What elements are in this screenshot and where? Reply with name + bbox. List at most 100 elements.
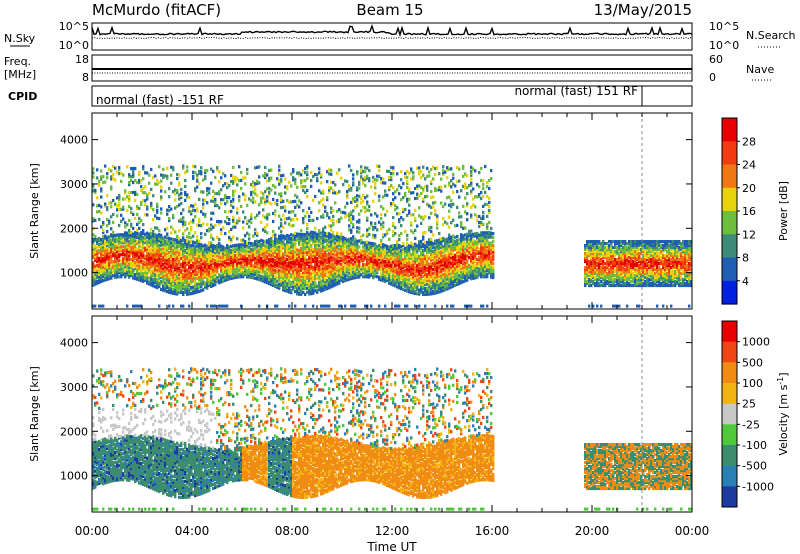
heatmap-cell	[340, 244, 343, 248]
heatmap-cell	[354, 258, 357, 262]
heatmap-cell	[164, 249, 167, 253]
heatmap-cell	[190, 288, 193, 292]
heatmap-cell	[232, 205, 235, 209]
heatmap-cell	[236, 247, 239, 251]
heatmap-cell	[332, 252, 335, 256]
heatmap-cell	[296, 278, 299, 282]
heatmap-cell	[144, 234, 147, 238]
heatmap-cell	[278, 260, 281, 264]
heatmap-cell	[124, 225, 127, 229]
heatmap-cell	[336, 278, 339, 282]
heatmap-cell	[204, 267, 207, 271]
heatmap-cell	[388, 281, 391, 285]
heatmap-cell	[136, 269, 139, 273]
heatmap-cell	[214, 261, 217, 265]
heatmap-cell	[192, 164, 195, 168]
heatmap-cell	[136, 192, 139, 196]
heatmap-cell	[216, 276, 219, 280]
heatmap-cell	[144, 246, 147, 250]
heatmap-cell	[234, 255, 237, 260]
heatmap-cell	[302, 248, 305, 253]
heatmap-cell	[248, 233, 251, 237]
heatmap-cell	[394, 260, 397, 264]
heatmap-cell	[340, 210, 343, 214]
heatmap-cell	[110, 254, 113, 258]
heatmap-cell	[392, 251, 395, 255]
heatmap-cell	[118, 235, 121, 239]
heatmap-cell	[92, 203, 95, 207]
heatmap-cell	[120, 179, 123, 183]
heatmap-cell	[206, 274, 209, 278]
heatmap-cell	[376, 174, 379, 178]
heatmap-cell	[144, 232, 147, 236]
heatmap-cell	[196, 235, 199, 239]
heatmap-cell	[354, 205, 357, 209]
heatmap-cell	[306, 226, 309, 230]
heatmap-cell	[404, 276, 407, 280]
heatmap-cell	[134, 255, 137, 259]
heatmap-cell	[250, 243, 253, 248]
heatmap-cell	[342, 247, 345, 252]
heatmap-cell	[284, 271, 287, 275]
heatmap-cell	[356, 257, 359, 261]
heatmap-cell	[156, 236, 159, 240]
heatmap-cell	[118, 204, 121, 208]
heatmap-cell	[170, 245, 173, 249]
heatmap-cell	[280, 178, 283, 182]
heatmap-cell	[396, 257, 399, 261]
heatmap-cell	[96, 253, 99, 257]
heatmap-cell	[206, 256, 209, 260]
heatmap-cell	[172, 166, 175, 170]
heatmap-cell	[350, 220, 353, 224]
heatmap-cell	[278, 248, 281, 252]
heatmap-cell	[280, 218, 283, 222]
heatmap-cell	[350, 228, 353, 232]
heatmap-cell	[130, 222, 133, 226]
heatmap-cell	[424, 288, 427, 292]
heatmap-cell	[150, 243, 153, 247]
heatmap-cell	[276, 203, 279, 207]
heatmap-cell	[262, 271, 265, 275]
heatmap-cell	[180, 280, 183, 284]
heatmap-cell	[396, 212, 399, 216]
heatmap-cell	[324, 253, 327, 258]
heatmap-cell	[356, 263, 359, 267]
heatmap-cell	[204, 281, 207, 285]
heatmap-cell	[394, 252, 397, 256]
heatmap-cell	[422, 270, 425, 274]
heatmap-cell	[198, 271, 201, 275]
heatmap-cell	[374, 192, 377, 196]
heatmap-cell	[396, 269, 399, 273]
heatmap-cell	[402, 272, 405, 276]
heatmap-cell	[270, 249, 273, 253]
heatmap-cell	[160, 243, 163, 248]
heatmap-cell	[378, 220, 381, 224]
heatmap-cell	[290, 251, 293, 255]
heatmap-cell	[98, 258, 101, 262]
heatmap-cell	[210, 270, 213, 274]
heatmap-cell	[156, 280, 159, 284]
heatmap-cell	[174, 252, 177, 256]
heatmap-cell	[310, 274, 313, 278]
heatmap-cell	[280, 255, 283, 259]
heatmap-cell	[310, 210, 313, 214]
heatmap-cell	[424, 215, 427, 219]
heatmap-cell	[98, 238, 101, 243]
heatmap-cell	[292, 178, 295, 182]
heatmap-cell	[218, 242, 221, 246]
heatmap-cell	[252, 234, 255, 238]
heatmap-cell	[268, 272, 271, 276]
heatmap-cell	[150, 241, 153, 245]
heatmap-cell	[366, 194, 369, 198]
heatmap-cell	[266, 245, 269, 249]
heatmap-cell	[128, 245, 131, 249]
heatmap-cell	[352, 181, 355, 185]
heatmap-cell	[172, 273, 175, 277]
heatmap-cell	[318, 288, 321, 292]
heatmap-cell	[292, 176, 295, 180]
heatmap-cell	[158, 282, 161, 287]
heatmap-cell	[250, 257, 253, 262]
heatmap-cell	[324, 265, 327, 270]
heatmap-cell	[376, 251, 379, 255]
heatmap-cell	[354, 274, 357, 278]
